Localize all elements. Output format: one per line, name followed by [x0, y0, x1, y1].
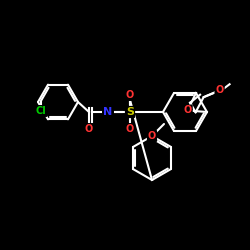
Text: O: O: [216, 85, 224, 95]
Text: N: N: [104, 107, 112, 117]
Text: O: O: [148, 131, 156, 141]
Text: Cl: Cl: [36, 106, 46, 116]
Text: O: O: [126, 90, 134, 100]
Text: S: S: [126, 107, 134, 117]
Text: O: O: [85, 124, 93, 134]
Text: O: O: [126, 124, 134, 134]
Text: O: O: [184, 106, 192, 116]
